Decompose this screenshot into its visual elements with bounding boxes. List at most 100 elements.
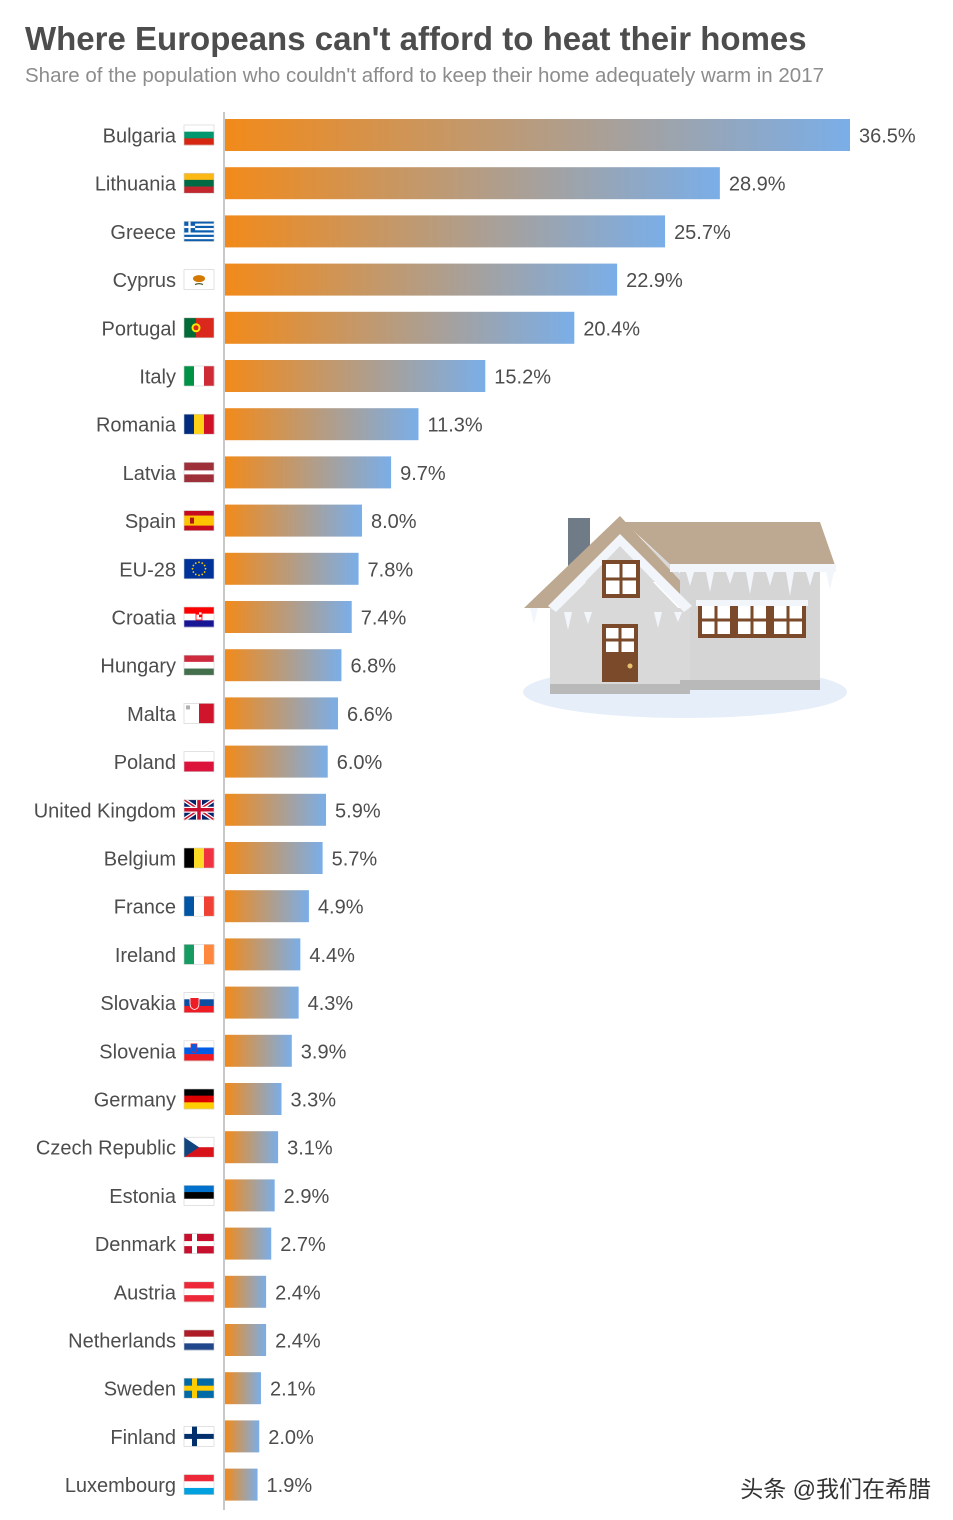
value-label: 3.1% [287,1138,333,1160]
value-label: 4.4% [309,945,355,967]
bar [225,552,359,585]
category-label: United Kingdom [34,800,176,822]
cyprus-flag-icon [183,269,215,290]
finland-flag-icon [183,1426,215,1447]
bar [225,504,362,537]
value-label: 7.4% [361,608,407,630]
watermark: 头条 @我们在希腊 [740,1476,931,1502]
bar [225,986,299,1019]
bar [225,938,301,971]
category-label: Ireland [115,945,176,967]
category-label: Italy [139,367,176,389]
snowy-house-icon [523,516,847,718]
eu-flag-icon [183,558,215,580]
denmark-flag-icon [183,1233,215,1254]
value-label: 2.4% [275,1282,321,1304]
value-label: 20.4% [583,318,640,340]
category-label: Portugal [102,318,177,340]
bar [225,215,666,248]
bar [225,842,323,874]
bar [225,119,850,151]
france-flag-icon [183,895,215,917]
romania-flag-icon [183,413,215,435]
bar [225,1372,261,1405]
category-label: Netherlands [68,1331,176,1353]
category-label: Malta [127,704,177,726]
category-label: Estonia [109,1186,177,1208]
value-label: 6.0% [337,752,383,774]
category-label: Greece [110,222,176,244]
uk-flag-icon [182,798,216,822]
bar [225,745,328,778]
category-label: Hungary [100,656,176,678]
bar [225,890,309,923]
category-label: Germany [94,1090,176,1112]
category-label: EU-28 [119,559,176,581]
slovakia-flag-icon [183,992,215,1013]
bar [225,1034,292,1067]
bar [225,456,392,489]
bar [225,1179,275,1212]
austria-flag-icon [183,1281,215,1303]
value-label: 5.9% [335,800,381,822]
category-label: Romania [96,415,177,437]
value-label: 22.9% [626,270,683,292]
bar [225,311,575,344]
category-label: Slovakia [100,993,176,1015]
category-label: Finland [110,1427,176,1449]
latvia-flag-icon [183,462,215,483]
bar [225,1227,272,1260]
czech-flag-icon [183,1136,215,1158]
portugal-flag-icon [183,317,215,339]
bar [225,1131,279,1164]
croatia-flag-icon [183,606,215,628]
value-label: 2.0% [268,1427,314,1449]
value-label: 4.3% [308,993,354,1015]
value-label: 7.8% [368,559,414,581]
bar [225,649,342,682]
bulgaria-flag-icon [183,124,215,146]
value-label: 2.7% [280,1234,326,1256]
chart-subtitle: Share of the population who couldn't aff… [25,64,825,87]
value-label: 28.9% [729,174,786,196]
value-label: 3.9% [301,1041,347,1063]
luxembourg-flag-icon [183,1474,215,1495]
malta-flag-icon [183,703,215,724]
estonia-flag-icon [183,1185,215,1206]
bar [225,360,486,392]
value-label: 3.3% [291,1090,337,1112]
bar [225,1468,258,1501]
lithuania-flag-icon [183,172,215,194]
value-label: 4.9% [318,897,364,919]
value-label: 36.5% [859,126,916,148]
hungary-flag-icon [183,654,215,676]
bar [225,1324,267,1356]
bar [225,601,352,633]
category-label: Luxembourg [65,1475,176,1497]
greece-flag-icon [183,221,215,242]
poland-flag-icon [183,751,215,772]
bar [225,167,720,200]
category-label: Sweden [104,1379,176,1401]
category-label: Cyprus [113,270,176,292]
spain-flag-icon [183,510,215,531]
value-label: 25.7% [674,222,731,244]
value-label: 9.7% [400,463,446,485]
value-label: 5.7% [332,849,378,871]
bar [225,1275,267,1308]
category-label: France [114,897,176,919]
sweden-flag-icon [183,1377,215,1399]
category-label: Slovenia [99,1041,177,1063]
value-label: 2.4% [275,1331,321,1353]
belgium-flag-icon [183,847,215,869]
slovenia-flag-icon [183,1040,215,1062]
category-label: Belgium [104,849,176,871]
value-label: 8.0% [371,511,417,533]
germany-flag-icon [183,1088,215,1110]
value-label: 6.6% [347,704,393,726]
bar [225,1083,282,1115]
ireland-flag-icon [183,944,215,965]
bar [225,408,419,441]
category-label: Bulgaria [103,126,177,148]
